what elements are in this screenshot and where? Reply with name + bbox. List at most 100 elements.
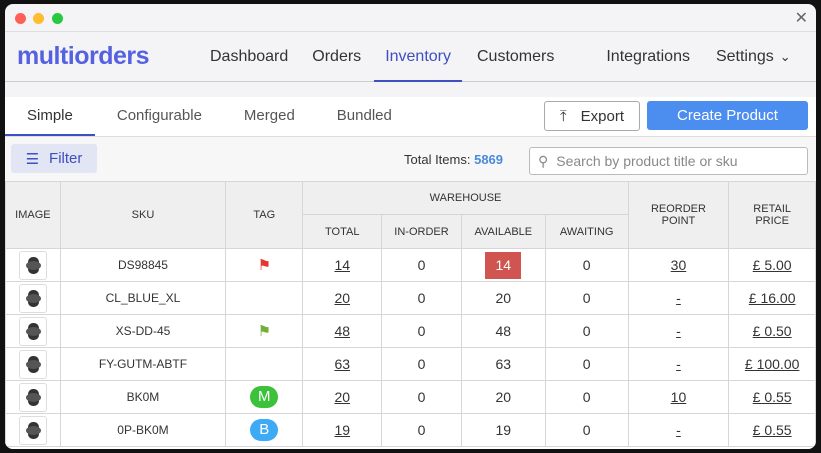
tab-configurable[interactable]: Configurable [116,107,202,124]
nav-settings[interactable]: Settings [715,47,774,65]
close-icon[interactable]: ✕ [794,10,808,27]
header-sku[interactable]: SKU [59,181,227,249]
export-icon: ⤒ [560,107,567,125]
tab-simple[interactable]: Simple [5,97,95,136]
logo[interactable]: multiorders [17,42,150,70]
header-retail-price: RETAIL PRICE [728,181,816,249]
red-flag-icon: ⚑ [257,257,272,274]
maximize-window-button[interactable] [52,13,63,24]
awaiting-cell: 0 [544,347,629,381]
available-value: 19 [495,422,512,438]
total-items: Total Items: 5869 [404,152,503,167]
available-cell: 14 [460,248,546,282]
total-link[interactable]: 20 [334,290,351,306]
nav-inventory[interactable]: Inventory [374,32,462,82]
product-thumbnail[interactable] [18,316,47,346]
price-link[interactable]: £ 0.55 [752,422,792,438]
search-input[interactable]: ⚲ Search by product title or sku [529,147,808,175]
reorder-link[interactable]: 10 [670,389,687,405]
nav-integrations[interactable]: Integrations [606,47,690,65]
header-tag: TAG [225,181,304,249]
awaiting-cell: 0 [544,314,629,348]
available-value: 20 [495,389,512,405]
awaiting-cell: 0 [544,380,629,414]
nav-orders[interactable]: Orders [312,47,362,65]
price-link[interactable]: £ 100.00 [744,356,800,372]
header-reorder-point: REORDER POINT [627,181,730,249]
sku-cell: FY-GUTM-ABTF [59,347,227,381]
tab-bundled[interactable]: Bundled [336,107,392,124]
reorder-link[interactable]: - [676,422,681,438]
tag-cell [225,281,304,315]
nav-customers[interactable]: Customers [477,47,555,65]
filter-label: Filter [49,150,83,167]
app-window: ✕ multiorders Dashboard Orders Inventory… [5,4,816,449]
header-warehouse: WAREHOUSE [302,181,629,215]
available-alert: 14 [485,251,522,279]
filter-icon: ☰ [25,150,40,168]
create-product-button[interactable]: Create Product [647,101,808,130]
sku-cell: DS98845 [59,248,227,282]
total-link[interactable]: 48 [334,323,351,339]
green-flag-icon: ⚑ [257,323,272,340]
product-type-tabs: Simple Configurable Merged Bundled ⤒ Expo… [5,97,816,137]
close-window-button[interactable] [15,13,26,24]
total-items-label: Total Items: [404,152,471,167]
table-row: 0P-BK0M B 19 0 19 0 - £ 0.55 [5,413,816,447]
available-value: 20 [495,290,512,306]
export-button[interactable]: ⤒ Export [544,101,640,131]
price-link[interactable]: £ 0.55 [752,389,792,405]
price-link[interactable]: £ 0.50 [752,323,792,339]
title-bar: ✕ [5,4,816,32]
header-in-order: IN-ORDER [381,214,462,249]
price-link[interactable]: £ 16.00 [748,290,796,306]
total-link[interactable]: 20 [334,389,351,405]
table-row: CL_BLUE_XL 20 0 20 0 - £ 16.00 [5,281,816,315]
available-cell: 19 [460,413,546,447]
product-thumbnail[interactable] [18,415,47,445]
table-row: DS98845 ⚑ 14 0 14 0 30 £ 5.00 [5,248,816,282]
total-link[interactable]: 63 [334,356,351,372]
filter-button[interactable]: ☰ Filter [11,144,97,173]
tag-cell: B [225,413,304,447]
sku-cell: 0P-BK0M [59,413,227,447]
reorder-link[interactable]: - [676,356,681,372]
awaiting-cell: 0 [544,248,629,282]
available-cell: 20 [460,380,546,414]
product-thumbnail[interactable] [18,349,47,379]
chevron-down-icon[interactable]: ⌄ [779,48,791,64]
reorder-link[interactable]: 30 [670,257,687,273]
tag-cell: ⚑ [225,248,304,282]
total-items-value: 5869 [474,152,504,167]
product-thumbnail[interactable] [18,250,47,280]
table-row: BK0M M 20 0 20 0 10 £ 0.55 [5,380,816,414]
in-order-cell: 0 [381,248,462,282]
minimize-window-button[interactable] [33,13,44,24]
search-icon: ⚲ [538,152,549,169]
product-thumbnail[interactable] [18,382,47,412]
product-thumbnail[interactable] [18,283,47,313]
toolbar: ☰ Filter Total Items: 5869 ⚲ Search by pro… [5,137,816,181]
price-link[interactable]: £ 5.00 [752,257,792,273]
sku-cell: BK0M [59,380,227,414]
in-order-cell: 0 [381,347,462,381]
header-awaiting: AWAITING [544,214,629,249]
tag-cell: ⚑ [225,314,304,348]
header-total: TOTAL [302,214,383,249]
tag-badge: B [250,419,279,441]
total-link[interactable]: 19 [334,422,351,438]
total-link[interactable]: 14 [334,257,351,273]
nav-dashboard[interactable]: Dashboard [210,47,289,65]
top-nav: multiorders Dashboard Orders Inventory C… [5,32,816,82]
table-row: XS-DD-45 ⚑ 48 0 48 0 - £ 0.50 [5,314,816,348]
header-image: IMAGE [5,181,61,249]
reorder-link[interactable]: - [676,323,681,339]
search-placeholder: Search by product title or sku [556,153,738,169]
export-label: Export [580,107,624,125]
table-row: FY-GUTM-ABTF 63 0 63 0 - £ 100.00 [5,347,816,381]
in-order-cell: 0 [381,413,462,447]
inventory-table: IMAGE SKU TAG WAREHOUSE REORDER POINT RE… [5,181,816,447]
reorder-link[interactable]: - [676,290,681,306]
tab-merged[interactable]: Merged [243,107,295,124]
sku-cell: XS-DD-45 [59,314,227,348]
